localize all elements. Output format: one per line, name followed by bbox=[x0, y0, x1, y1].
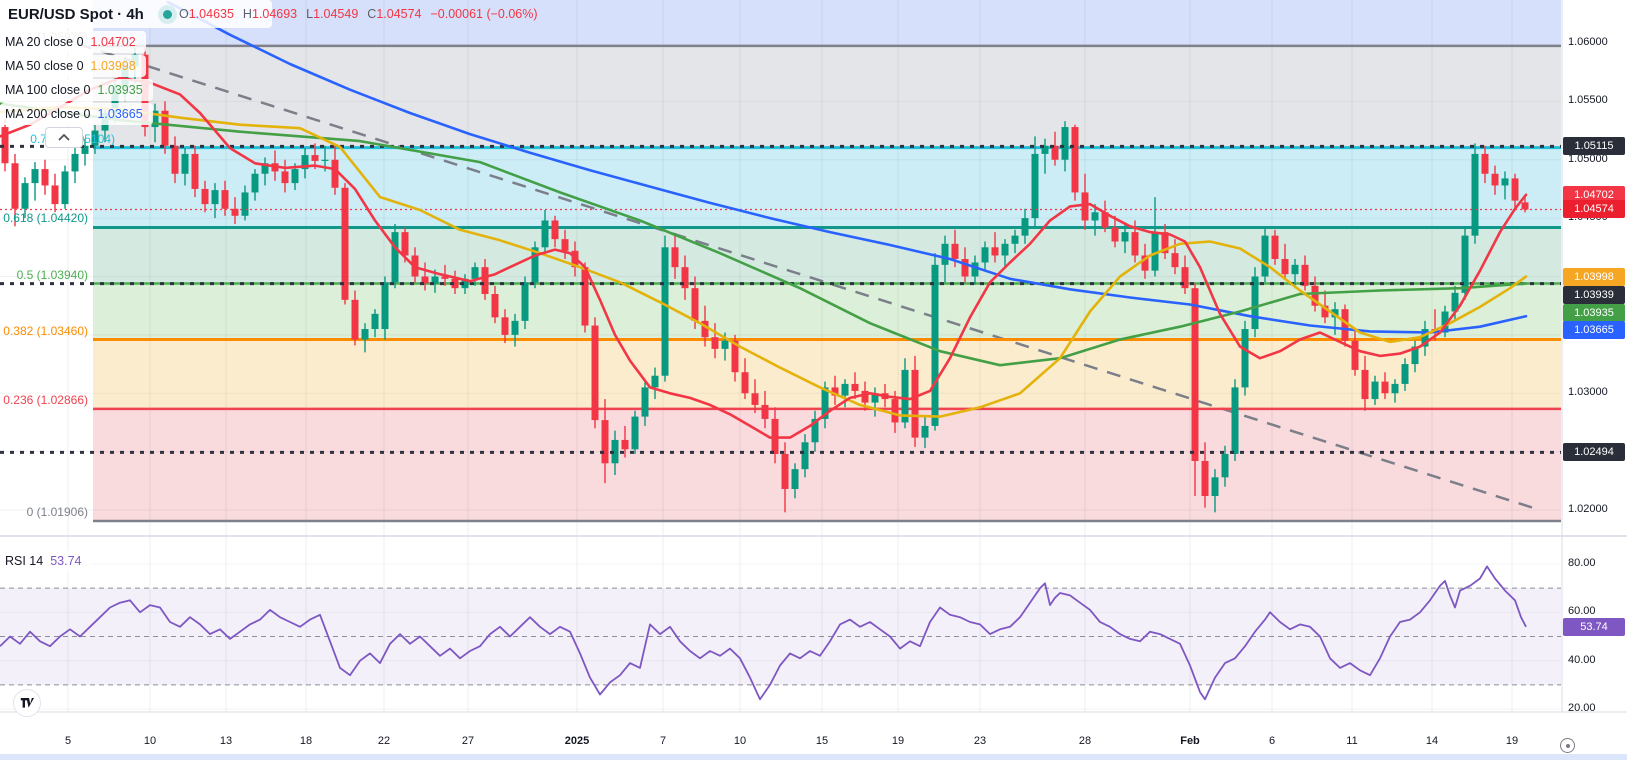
axis-settings-icon[interactable] bbox=[1560, 738, 1575, 753]
axis-settings-dot-icon bbox=[1565, 743, 1570, 748]
time-axis-label: 7 bbox=[659, 735, 667, 747]
time-axis-label: 23 bbox=[973, 735, 987, 747]
time-axis-label: 10 bbox=[733, 735, 747, 747]
time-axis-label: 6 bbox=[1268, 735, 1276, 747]
fib-label: 0.236 (1.02866) bbox=[3, 392, 88, 407]
indicator-rsi[interactable]: RSI 14 53.74 bbox=[0, 551, 92, 571]
ma20-value: 1.04702 bbox=[90, 35, 136, 49]
ma20-line[interactable] bbox=[0, 76, 1528, 439]
market-status-icon bbox=[157, 4, 177, 24]
tradingview-logo[interactable] bbox=[13, 689, 41, 717]
ma100-line[interactable] bbox=[0, 102, 1528, 367]
indicator-ma200[interactable]: MA 200 close 0 1.03665 bbox=[0, 103, 153, 125]
chevron-up-icon bbox=[58, 134, 70, 141]
price-axis-label: 1.05000 bbox=[1568, 152, 1608, 165]
collapse-legend-button[interactable] bbox=[45, 127, 83, 148]
indicator-ma100[interactable]: MA 100 close 0 1.03935 bbox=[0, 79, 153, 101]
change-value: −0.00061 (−0.06%) bbox=[430, 7, 538, 21]
time-axis-label: 10 bbox=[143, 735, 157, 747]
ohlc-c: C1.04574 bbox=[367, 7, 422, 21]
price-axis-label: 1.06000 bbox=[1568, 36, 1608, 48]
ma100-value: 1.03935 bbox=[97, 83, 143, 97]
price-axis-label: 1.03000 bbox=[1568, 386, 1608, 399]
indicator-ma50[interactable]: MA 50 close 0 1.03998 bbox=[0, 55, 146, 77]
price-badge: 1.03665 bbox=[1563, 321, 1625, 339]
ma50-label: MA 50 close 0 bbox=[5, 59, 84, 73]
ma200-label: MA 200 close 0 bbox=[5, 107, 91, 121]
rsi-line[interactable] bbox=[0, 565, 1527, 701]
time-axis-label: 28 bbox=[1078, 735, 1092, 747]
tradingview-logo-icon bbox=[20, 698, 34, 708]
price-badge: 1.04702 bbox=[1563, 185, 1625, 204]
price-badge: 1.05115 bbox=[1563, 137, 1625, 156]
descending-trendline[interactable] bbox=[77, 42, 1541, 512]
rsi-value: 53.74 bbox=[50, 554, 82, 568]
time-axis-label: Feb bbox=[1180, 735, 1200, 747]
time-axis-label: 5 bbox=[64, 735, 72, 747]
rsi-axis-label: 40.00 bbox=[1568, 653, 1596, 666]
time-axis-label: 19 bbox=[1505, 735, 1519, 747]
ma20-label: MA 20 close 0 bbox=[5, 35, 84, 49]
time-axis-label: 18 bbox=[299, 735, 313, 747]
market-open-dot bbox=[162, 9, 172, 19]
time-axis-label: 11 bbox=[1346, 735, 1358, 747]
rsi-badge: 53.74 bbox=[1563, 618, 1625, 637]
price-badge: 1.02494 bbox=[1563, 443, 1625, 462]
rsi-label: RSI 14 bbox=[5, 554, 44, 568]
bottom-toolbar-strip bbox=[0, 754, 1627, 760]
ohlc-o: O1.04635 bbox=[179, 7, 234, 21]
indicator-ma20[interactable]: MA 20 close 0 1.04702 bbox=[0, 31, 146, 53]
time-axis-label: 15 bbox=[815, 735, 829, 747]
ma100-label: MA 100 close 0 bbox=[5, 83, 91, 97]
time-axis-label: 22 bbox=[377, 735, 391, 747]
ma200-value: 1.03665 bbox=[97, 107, 143, 121]
time-axis-label: 19 bbox=[891, 735, 905, 747]
price-badge: 1.03998 bbox=[1563, 267, 1625, 286]
ma50-line[interactable] bbox=[0, 105, 1528, 418]
price-axis-label: 1.02000 bbox=[1568, 503, 1608, 515]
symbol-title[interactable]: EUR/USD Spot · 4h bbox=[8, 5, 144, 23]
gridlines bbox=[0, 0, 1561, 712]
ma50-value: 1.03998 bbox=[90, 59, 136, 73]
fib-label: 0.5 (1.03940) bbox=[16, 267, 88, 282]
price-badge: 1.04574 bbox=[1563, 200, 1625, 219]
ma200-line[interactable] bbox=[166, 0, 1528, 334]
fib-label: 0.618 (1.04420) bbox=[3, 211, 88, 226]
ohlc-values: O1.04635 H1.04693 L1.04549 C1.04574 −0.00061… bbox=[179, 0, 538, 28]
price-axis-label: 1.05500 bbox=[1568, 94, 1608, 107]
rsi-axis-label: 60.00 bbox=[1568, 605, 1596, 618]
rsi-axis-label: 20.00 bbox=[1568, 702, 1596, 714]
price-badge: 1.03935 bbox=[1563, 304, 1625, 322]
time-axis-label: 13 bbox=[219, 735, 233, 747]
dotted-price-lines[interactable] bbox=[0, 144, 1561, 454]
symbol-header[interactable]: EUR/USD Spot · 4h bbox=[0, 0, 272, 28]
time-axis-label: 2025 bbox=[564, 735, 590, 747]
time-axis-label: 14 bbox=[1425, 735, 1439, 747]
time-axis-label: 27 bbox=[461, 735, 475, 747]
ohlc-h: H1.04693 bbox=[242, 7, 298, 21]
fib-bands bbox=[93, 0, 1561, 521]
ohlc-l: L1.04549 bbox=[306, 7, 359, 21]
fib-label: 0.382 (1.03460) bbox=[3, 323, 88, 338]
rsi-axis-label: 80.00 bbox=[1568, 557, 1596, 569]
fib-label: 0 (1.01906) bbox=[26, 504, 88, 519]
price-badge: 1.03939 bbox=[1563, 286, 1625, 304]
